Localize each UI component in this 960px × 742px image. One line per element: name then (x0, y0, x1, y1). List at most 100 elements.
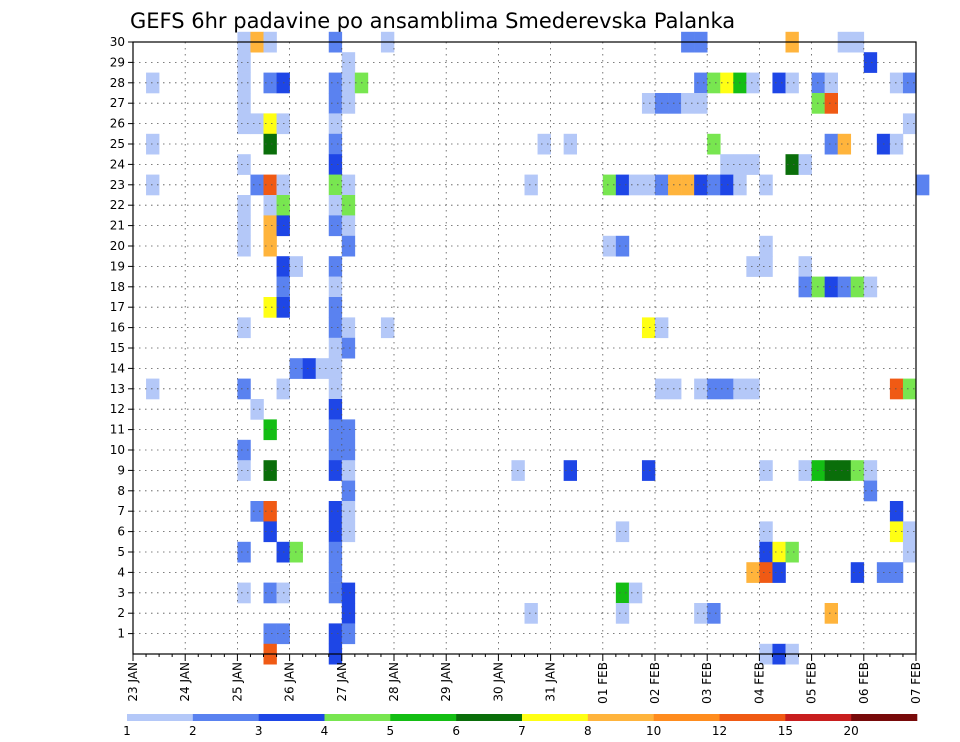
heatmap-cell (263, 297, 277, 318)
legend-label: 3 (255, 724, 263, 738)
y-tick-label: 4 (117, 565, 125, 579)
heatmap-cell (641, 93, 656, 114)
y-tick-label: 6 (117, 525, 125, 539)
heatmap-cell (341, 195, 356, 216)
heatmap-cell (328, 93, 343, 114)
heatmap-cell (328, 582, 343, 604)
y-tick-label: 30 (110, 35, 125, 49)
heatmap-cell (863, 52, 878, 73)
heatmap-cell (694, 378, 708, 400)
heatmap-cell (328, 317, 343, 339)
x-tick-label: 31 JAN (544, 662, 558, 702)
y-tick-label: 8 (117, 484, 125, 498)
legend-label: 1 (123, 724, 131, 738)
heatmap-cell (707, 72, 721, 94)
heatmap-cell (759, 174, 773, 196)
heatmap-cell (694, 603, 708, 624)
legend-color-swatch (587, 714, 654, 721)
color-legend: 1 2 3 4 5 6 7 8 10 12 15 20 (123, 714, 918, 738)
y-tick-label: 24 (110, 157, 125, 171)
heatmap-cell (263, 460, 277, 481)
heatmap-cell (328, 297, 343, 318)
x-tick-label: 02 FEB (648, 662, 662, 704)
heatmap-cell (668, 93, 682, 114)
y-tick-label: 22 (110, 198, 125, 212)
y-tick-label: 27 (110, 96, 125, 110)
heatmap-cell (563, 460, 577, 481)
heatmap-cell (328, 562, 343, 583)
heatmap-cell (746, 378, 760, 400)
heatmap-cell (263, 113, 277, 135)
heatmap-cell (341, 174, 356, 196)
heatmap-cell (889, 562, 904, 583)
heatmap-cell (824, 460, 838, 481)
heatmap-cell (237, 113, 251, 135)
y-tick-label: 11 (110, 423, 125, 437)
heatmap-cell (302, 358, 316, 379)
x-tick-label: 07 FEB (909, 662, 923, 704)
heatmap-cell (341, 72, 356, 94)
heatmap-cells (146, 31, 930, 665)
heatmap-cell (759, 521, 773, 543)
heatmap-cell (263, 72, 277, 94)
y-tick-label: 2 (117, 606, 125, 620)
legend-color-swatch (127, 714, 194, 721)
heatmap-cell (328, 501, 343, 522)
legend-label: 2 (189, 724, 197, 738)
heatmap-cell (341, 439, 356, 461)
heatmap-cell (146, 378, 160, 400)
heatmap-cell (341, 337, 356, 359)
heatmap-cell (759, 541, 773, 563)
heatmap-cell (824, 93, 838, 114)
heatmap-cell (720, 72, 734, 94)
y-tick-label: 26 (110, 117, 125, 131)
y-tick-label: 10 (110, 443, 125, 457)
y-tick-label: 17 (110, 300, 125, 314)
x-tick-label: 23 JAN (126, 662, 140, 702)
heatmap-cell (615, 235, 630, 257)
heatmap-cell (237, 460, 251, 481)
heatmap-cell (250, 174, 264, 196)
heatmap-cell (785, 154, 799, 175)
heatmap-cell (641, 317, 656, 339)
legend-label: 7 (518, 724, 526, 738)
heatmap-cell (916, 174, 930, 196)
heatmap-cell (772, 541, 786, 563)
heatmap-cell (341, 215, 356, 237)
heatmap-cell (341, 93, 356, 114)
heatmap-cell (263, 133, 277, 155)
heatmap-cell (759, 256, 773, 277)
heatmap-cell (328, 337, 343, 359)
y-tick-label: 21 (110, 219, 125, 233)
heatmap-cell (341, 419, 356, 441)
heatmap-cell (628, 582, 643, 604)
heatmap-cell (328, 439, 343, 461)
y-axis-ticks: 1234567891011121314151617181920212223242… (110, 35, 133, 641)
x-tick-label: 06 FEB (857, 662, 871, 704)
x-tick-label: 28 JAN (387, 662, 401, 702)
y-tick-label: 15 (110, 341, 125, 355)
heatmap-cell (328, 195, 343, 216)
legend-color-swatch (324, 714, 391, 721)
heatmap-cell (263, 521, 277, 543)
heatmap-cell (524, 603, 538, 624)
heatmap-cell (380, 317, 395, 339)
heatmap-cell (902, 521, 917, 543)
heatmap-cell (615, 582, 630, 604)
heatmap-cell (707, 378, 721, 400)
heatmap-cell (850, 276, 865, 298)
heatmap-cell (772, 562, 786, 583)
heatmap-cell (341, 480, 356, 502)
heatmap-cell (237, 52, 251, 73)
heatmap-cell (772, 72, 786, 94)
x-tick-label: 29 JAN (439, 662, 453, 702)
heatmap-cell (328, 215, 343, 237)
heatmap-cell (341, 582, 356, 604)
y-tick-label: 9 (117, 463, 125, 477)
heatmap-cell (315, 358, 330, 379)
heatmap-cell (328, 460, 343, 481)
heatmap-cell (328, 133, 343, 155)
x-tick-label: 27 JAN (335, 662, 349, 702)
heatmap-cell (524, 174, 538, 196)
heatmap-cell (341, 521, 356, 543)
